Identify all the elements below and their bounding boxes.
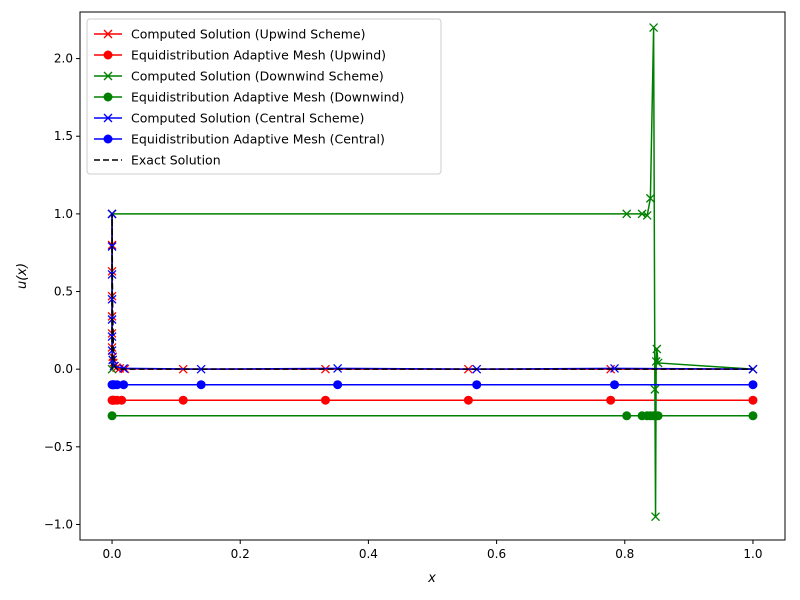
legend-marker [103, 29, 113, 39]
data-point [119, 363, 129, 373]
data-point [196, 364, 206, 374]
series-line [111, 213, 753, 370]
legend-label: Equidistribution Adaptive Mesh (Downwind… [131, 90, 404, 105]
data-point [320, 395, 330, 405]
legend-label: Computed Solution (Central Scheme) [131, 111, 364, 126]
data-point [650, 384, 660, 394]
data-point [610, 363, 619, 373]
legend-item: Equidistribution Adaptive Mesh (Central) [94, 132, 385, 147]
data-point [196, 380, 206, 390]
x-tick-label: 0.6 [487, 547, 506, 561]
y-tick-label: 1.0 [54, 207, 73, 221]
data-point [107, 294, 117, 304]
data-point [333, 363, 343, 373]
y-tick-label: 0.5 [54, 285, 73, 299]
data-point [637, 209, 647, 219]
data-point [178, 395, 188, 405]
data-point [117, 395, 127, 405]
series-3 [107, 411, 758, 421]
data-point [653, 358, 663, 368]
data-point [748, 411, 758, 421]
data-point [651, 512, 660, 522]
data-point [645, 193, 655, 203]
data-point [610, 380, 620, 390]
legend-item: Computed Solution (Upwind Scheme) [94, 27, 365, 42]
data-point [107, 411, 117, 421]
series-1 [107, 395, 758, 405]
data-point [748, 380, 758, 390]
legend-box [86, 18, 442, 175]
legend-marker [103, 92, 113, 102]
plot-area-frame [79, 11, 786, 541]
x-tick-label: 0.8 [615, 547, 634, 561]
series-line [111, 213, 753, 370]
series-line [111, 213, 753, 370]
x-tick-label: 0.0 [102, 547, 121, 561]
legend: Computed Solution (Upwind Scheme) Equidis… [86, 18, 442, 175]
data-point [472, 380, 482, 390]
data-point [649, 23, 659, 32]
data-point [119, 380, 129, 390]
legend-item: Computed Solution (Central Scheme) [94, 111, 364, 126]
legend-label: Exact Solution [131, 153, 221, 168]
x-tick-label: 1.0 [743, 547, 762, 561]
data-point [622, 209, 632, 219]
series-layer [107, 23, 758, 522]
y-tick-label: −0.5 [44, 440, 73, 454]
data-point [112, 380, 122, 390]
legend-item: Exact Solution [94, 153, 221, 168]
legend-marker [103, 134, 113, 144]
legend-marker [103, 50, 113, 60]
y-axis-label: u(x) [15, 263, 30, 289]
legend-item: Equidistribution Adaptive Mesh (Downwind… [94, 90, 404, 105]
data-point [463, 395, 473, 405]
series-4 [107, 209, 758, 374]
legend-marker [103, 71, 113, 81]
series-6 [111, 213, 753, 370]
data-point [652, 344, 662, 354]
data-point [333, 380, 343, 390]
series-0 [107, 209, 758, 374]
y-tick-label: 2.0 [54, 52, 73, 66]
y-tick-label: 1.5 [54, 129, 73, 143]
legend-label: Equidistribution Adaptive Mesh (Central) [131, 132, 385, 147]
x-axis: 0.0 0.2 0.4 0.6 0.8 1.0 [102, 540, 763, 561]
y-tick-label: 0.0 [54, 362, 73, 376]
x-axis-label: x [427, 571, 436, 586]
data-point [653, 411, 663, 421]
data-point [622, 411, 632, 421]
y-axis: −1.0 −0.5 0.0 0.5 1.0 1.5 2.0 [44, 52, 80, 531]
legend-item: Equidistribution Adaptive Mesh (Upwind) [94, 48, 386, 63]
legend-label: Computed Solution (Upwind Scheme) [131, 27, 365, 42]
series-5 [107, 380, 758, 390]
legend-marker [103, 113, 113, 123]
y-tick-label: −1.0 [44, 517, 73, 531]
data-point [642, 210, 652, 220]
x-tick-label: 0.4 [359, 547, 378, 561]
legend-label: Equidistribution Adaptive Mesh (Upwind) [131, 48, 386, 63]
data-point [748, 364, 758, 374]
x-tick-label: 0.2 [231, 547, 250, 561]
legend-item: Computed Solution (Downwind Scheme) [94, 69, 384, 84]
legend-label: Computed Solution (Downwind Scheme) [131, 69, 384, 84]
data-point [606, 395, 616, 405]
data-point [748, 395, 758, 405]
